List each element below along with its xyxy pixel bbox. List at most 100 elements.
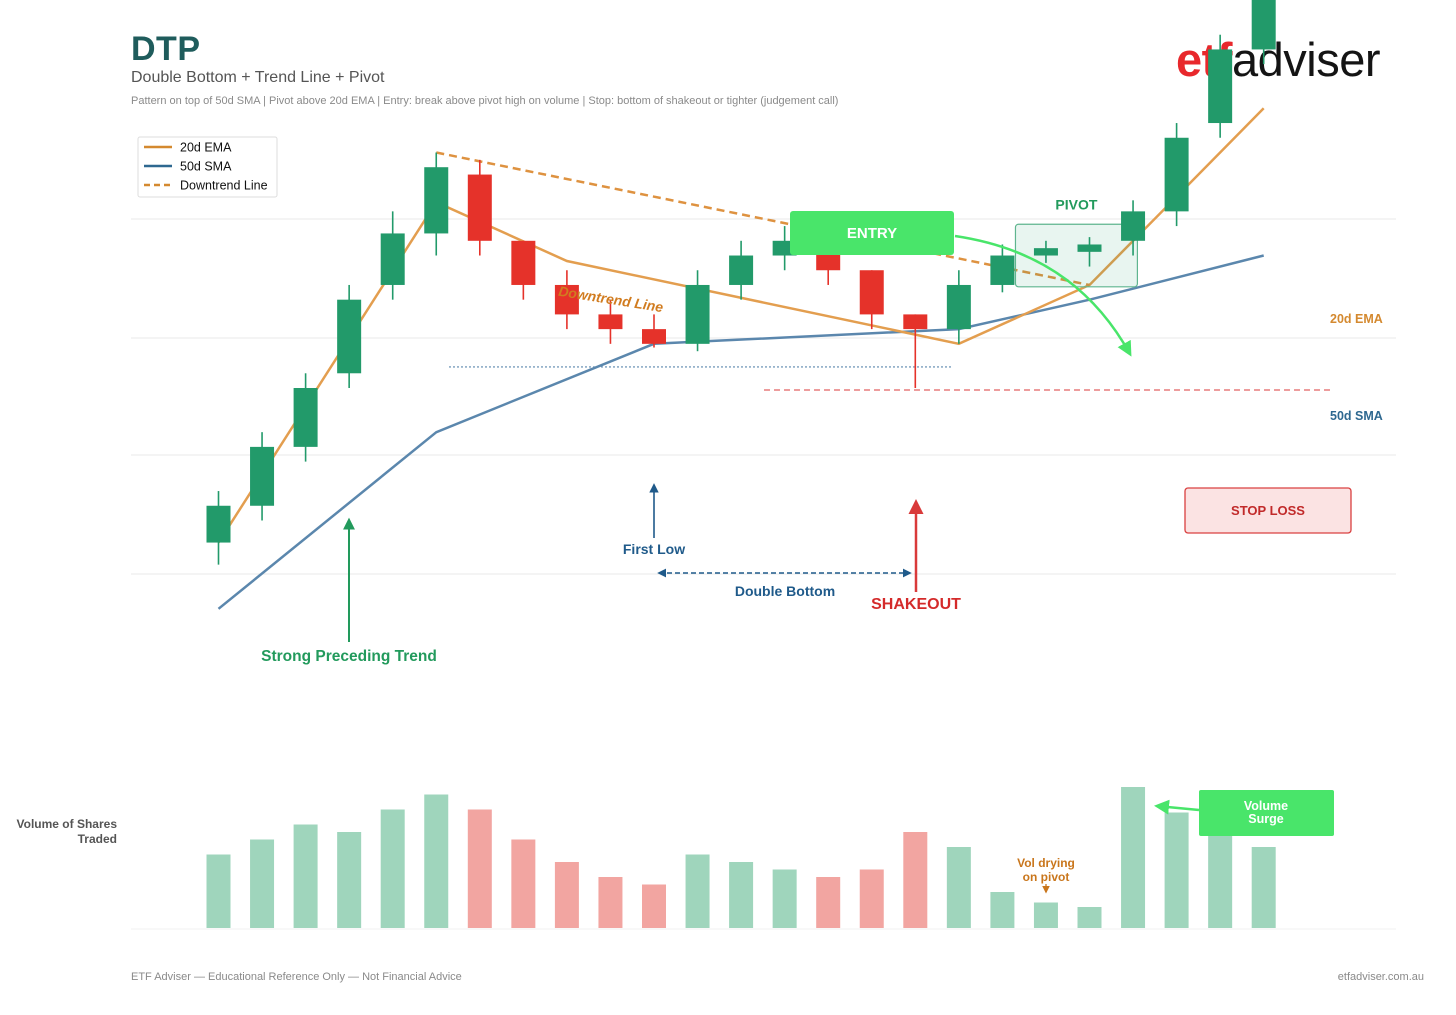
page-title: DTP [131, 30, 201, 68]
stop-loss-box [1184, 487, 1352, 534]
candle [1208, 34, 1233, 138]
candle [1077, 237, 1102, 267]
volume-bar [380, 809, 405, 928]
candle-body [729, 255, 754, 285]
candle-body [337, 299, 362, 374]
candle-body [1251, 0, 1276, 50]
ema-right-label: 20d EMA [1330, 312, 1383, 326]
candle-body [1033, 248, 1058, 256]
volume-bar [642, 884, 666, 928]
volume-bar [250, 839, 275, 928]
candle [1251, 0, 1276, 65]
stop-loss-label: STOP LOSS [1231, 503, 1305, 518]
pivot-label: PIVOT [1055, 197, 1097, 213]
candle [1164, 123, 1189, 227]
pattern-note: Pattern on top of 50d SMA | Pivot above … [131, 95, 839, 107]
candle [511, 240, 536, 300]
candle-body [1208, 49, 1233, 124]
volume-bar [1077, 907, 1102, 928]
volume-bar [293, 824, 318, 928]
sma-right-label: 50d SMA [1330, 409, 1383, 423]
candle [990, 244, 1015, 293]
chart-legend: 20d EMA 50d SMA Downtrend Line [137, 136, 278, 198]
volume-surge-arrow [1154, 799, 1200, 815]
candle-body [293, 388, 318, 447]
candle [467, 159, 492, 256]
sma-50d-line [217, 254, 1265, 610]
candle-body [903, 314, 928, 330]
page-subtitle: Double Bottom + Trend Line + Pivot [131, 69, 385, 86]
candle-body [990, 255, 1015, 285]
volume-bar [685, 854, 710, 928]
candle-body [642, 329, 666, 344]
candle-body [946, 284, 971, 330]
candle-body [685, 284, 710, 344]
volume-bar [598, 877, 623, 928]
volume-bar [554, 862, 579, 928]
volume-bar [903, 832, 928, 928]
candle [598, 299, 623, 344]
candle-body [859, 270, 884, 315]
volume-bar [1208, 835, 1233, 928]
candle-body [554, 284, 579, 315]
candle [685, 270, 710, 352]
candle-body [1121, 211, 1146, 241]
candle [206, 491, 231, 565]
legend-box [137, 136, 278, 198]
shakeout-label: SHAKEOUT [871, 596, 961, 613]
volume-bar [1121, 787, 1146, 928]
volume-bar [1251, 847, 1276, 928]
volume-bar [467, 809, 492, 928]
entry-label: ENTRY [847, 225, 897, 242]
volume-bar [990, 892, 1015, 928]
volume-bar [424, 794, 449, 928]
volume-bar [511, 839, 536, 928]
legend-label-0: 20d EMA [180, 141, 232, 155]
candle [1121, 200, 1146, 256]
candle-body [598, 314, 623, 330]
vol-drying-label-1: Vol drying [1017, 856, 1075, 870]
candle [250, 432, 275, 521]
volume-bar [337, 832, 362, 928]
volume-bar [206, 854, 231, 928]
candle-body [511, 240, 536, 285]
volume-bar [1033, 902, 1058, 928]
candle [729, 240, 754, 300]
candle [337, 284, 362, 388]
volume-bar [729, 862, 754, 928]
preceding-trend-label: Strong Preceding Trend [261, 648, 437, 665]
candle [642, 314, 666, 348]
volume-surge-label-2: Surge [1248, 812, 1283, 826]
candle-body [467, 174, 492, 241]
footer-url: etfadviser.com.au [1337, 971, 1424, 983]
candle-body [1164, 137, 1189, 212]
volume-axis-label: Volume of Shares Traded [16, 817, 117, 846]
legend-label-1: 50d SMA [180, 160, 232, 174]
volume-bar [772, 869, 797, 928]
candle-body [250, 446, 275, 506]
volume-bar [1164, 812, 1189, 928]
entry-box [790, 211, 954, 255]
vol-drying-label-2: on pivot [1023, 870, 1070, 884]
ema-20d-line [217, 107, 1265, 544]
double-bottom-label: Double Bottom [735, 583, 835, 599]
candle-body [206, 505, 231, 543]
candle [903, 314, 928, 388]
volume-surge-label-1: Volume [1244, 799, 1288, 813]
entry-arrow [954, 234, 1132, 357]
volume-bar [816, 877, 841, 928]
volume-surge-box [1199, 790, 1334, 836]
candle [424, 152, 449, 256]
legend-label-2: Downtrend Line [180, 179, 268, 193]
candle-body [424, 167, 449, 234]
candle [554, 270, 579, 330]
candle [1033, 240, 1058, 263]
candle [380, 211, 405, 300]
pivot-box [1014, 223, 1139, 288]
volume-bar [859, 869, 884, 928]
header: DTP Double Bottom + Trend Line + Pivot P… [131, 30, 838, 108]
volume-bar [946, 847, 971, 928]
candle [293, 373, 318, 462]
footer-disclaimer: ETF Adviser — Educational Reference Only… [131, 971, 462, 983]
